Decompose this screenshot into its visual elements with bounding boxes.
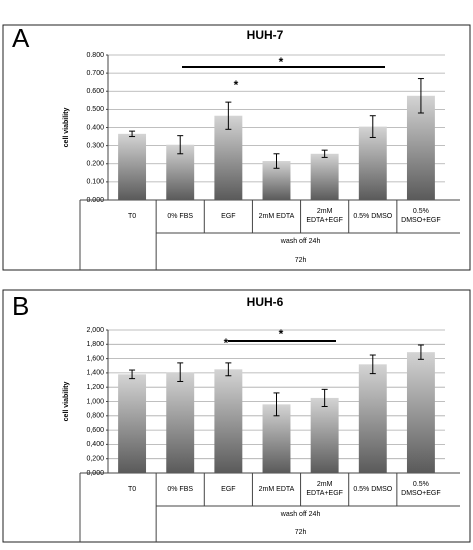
y-tick-label: 0.700 (86, 70, 104, 77)
time-label: 72h (294, 256, 307, 264)
x-tick-label: 2mM EDTA (258, 485, 295, 493)
y-axis-label: cell viability (63, 382, 70, 422)
x-tick-label: 0.5% DMSO (353, 485, 393, 493)
y-tick-label: 0.300 (86, 142, 104, 149)
error-bar (129, 369, 136, 380)
bar (358, 364, 387, 473)
error-bar (273, 153, 280, 169)
x-tick-label: EGF (221, 212, 236, 220)
panel-letter: B (12, 291, 29, 321)
bar (310, 153, 339, 200)
y-tick-label: 0,200 (86, 456, 104, 463)
error-bar (177, 135, 184, 155)
bar (118, 374, 147, 473)
x-tick-label: T0 (127, 212, 137, 220)
chart-title: HUH-7 (247, 28, 284, 42)
y-tick-label: 0.600 (86, 88, 104, 95)
y-tick-label: 0,600 (86, 427, 104, 434)
error-bar (321, 149, 328, 158)
panel-frame (2, 24, 471, 271)
error-bar (225, 101, 232, 130)
error-bar (129, 130, 136, 138)
y-tick-label: 0.800 (86, 52, 104, 59)
y-tick-label: 1,400 (86, 370, 104, 377)
y-tick-label: 2,000 (86, 327, 104, 334)
y-tick-label: 0,400 (86, 441, 104, 448)
error-bar (417, 78, 424, 114)
y-tick-label: 1,800 (86, 341, 104, 348)
error-bar (321, 388, 328, 408)
error-bar (417, 344, 424, 360)
y-tick-label: 1,000 (86, 398, 104, 405)
significance-star: * (279, 327, 284, 341)
bar (166, 372, 195, 473)
y-tick-label: 0.400 (86, 124, 104, 131)
y-tick-label: 0.200 (86, 161, 104, 168)
chart-title: HUH-6 (247, 295, 284, 309)
x-tick-label: 0.5% DMSO+EGF (401, 208, 441, 224)
y-axis-label: cell viability (63, 108, 70, 148)
significance-star: * (224, 336, 229, 350)
error-bar (273, 392, 280, 417)
bar (358, 126, 387, 200)
bar (214, 369, 243, 473)
panel-letter: A (12, 23, 30, 53)
bar (406, 352, 435, 473)
y-tick-label: 1,200 (86, 384, 104, 391)
y-tick-label: 0,800 (86, 413, 104, 420)
group-label: wash off 24h (280, 510, 321, 518)
error-bar (177, 362, 184, 382)
x-tick-label: 0.5% DMSO+EGF (401, 481, 441, 497)
error-bar (225, 362, 232, 377)
x-tick-label: 2mM EDTA+EGF (306, 481, 343, 497)
time-label: 72h (294, 529, 307, 537)
x-tick-label: 2mM EDTA+EGF (306, 208, 343, 224)
y-tick-label: 0.500 (86, 106, 104, 113)
significance-star: * (279, 55, 284, 69)
y-tick-label: 1,600 (86, 355, 104, 362)
bar (310, 397, 339, 473)
group-label: wash off 24h (280, 237, 321, 245)
x-tick-label: 0.5% DMSO (353, 212, 393, 220)
significance-star: * (234, 78, 239, 92)
error-bar (369, 115, 376, 138)
x-tick-label: 2mM EDTA (258, 212, 295, 220)
panel-frame (2, 289, 471, 543)
x-tick-label: T0 (127, 485, 137, 493)
y-tick-label: 0.100 (86, 179, 104, 186)
error-bar (369, 354, 376, 375)
x-tick-label: 0% FBS (167, 212, 194, 220)
x-tick-label: 0% FBS (167, 485, 194, 493)
bar (118, 133, 147, 200)
x-tick-label: EGF (221, 485, 236, 493)
